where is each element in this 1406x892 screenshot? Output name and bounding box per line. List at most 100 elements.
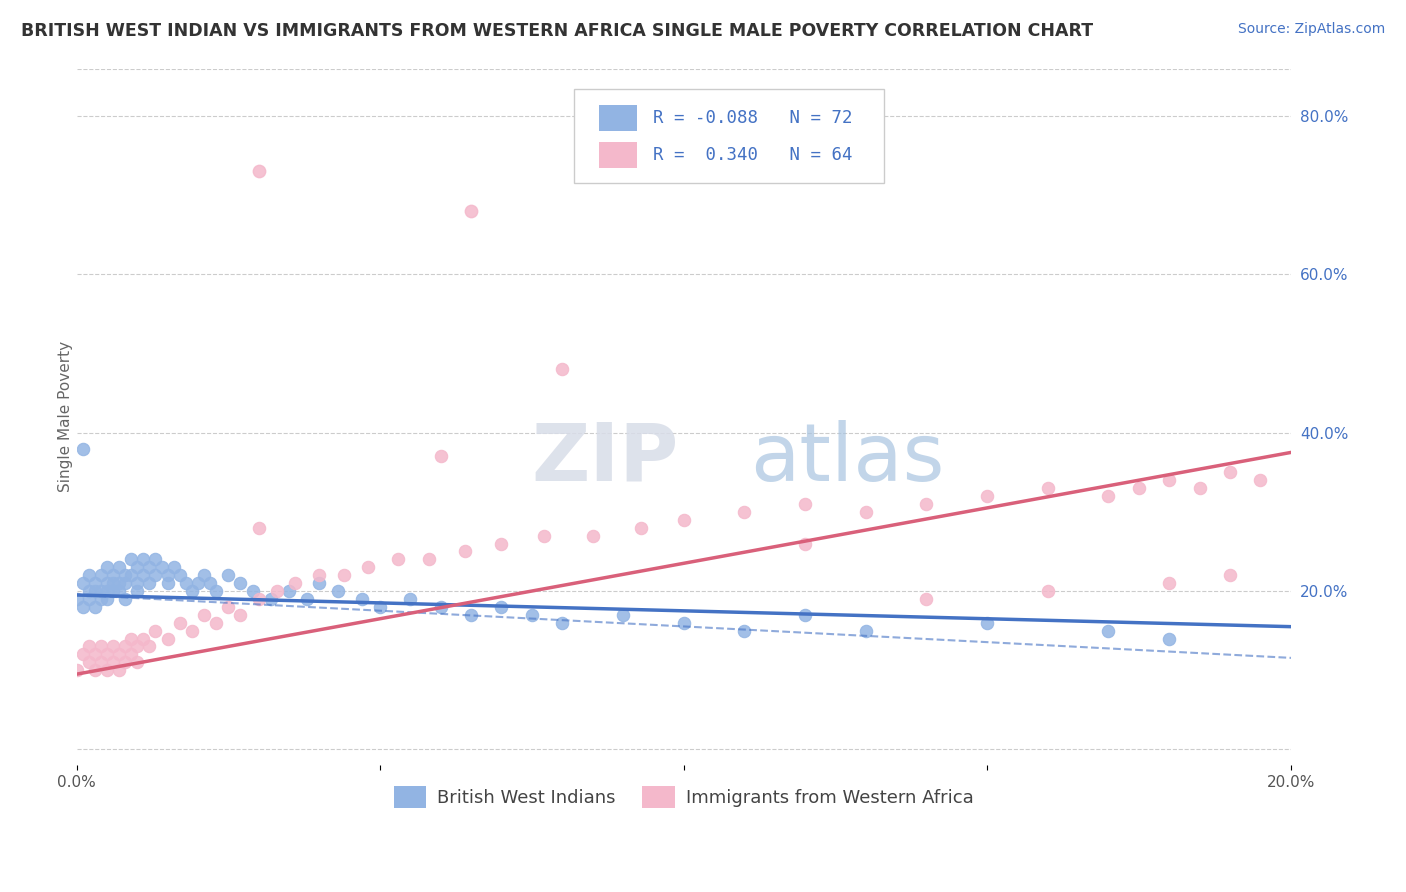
Point (205, 615, 228, 630)
Point (138, 640, 160, 654)
Point (108, 576, 131, 591)
Point (429, 450, 451, 464)
Point (96, 591, 118, 606)
Point (132, 568, 155, 582)
Point (1128, 481, 1150, 495)
Point (96, 584, 118, 599)
Point (169, 568, 191, 582)
Point (1159, 632, 1181, 646)
Y-axis label: Single Male Poverty: Single Male Poverty (58, 342, 73, 492)
Point (976, 615, 998, 630)
Point (1219, 568, 1241, 582)
Point (101, 568, 124, 582)
Point (108, 584, 131, 599)
Point (1159, 576, 1181, 591)
Point (120, 568, 142, 582)
Point (551, 362, 574, 376)
Point (915, 591, 938, 606)
Point (247, 591, 270, 606)
Point (308, 568, 330, 582)
Point (278, 584, 301, 599)
Point (533, 528, 555, 542)
Point (101, 576, 124, 591)
Point (145, 624, 167, 638)
Point (357, 560, 380, 574)
Point (132, 552, 155, 566)
Point (855, 505, 877, 519)
Point (326, 584, 349, 599)
Point (198, 576, 221, 591)
Point (1188, 481, 1211, 495)
Point (114, 640, 136, 654)
Point (96, 663, 118, 677)
Point (193, 568, 215, 582)
Point (520, 607, 543, 622)
Point (72, 576, 94, 591)
Point (350, 591, 373, 606)
Point (114, 568, 136, 582)
Point (83, 584, 105, 599)
Point (454, 544, 477, 558)
Point (72, 599, 94, 614)
Point (77, 591, 100, 606)
Point (247, 164, 270, 178)
Point (101, 584, 124, 599)
Point (114, 591, 136, 606)
Point (127, 655, 149, 669)
Point (77, 584, 100, 599)
Point (65, 663, 87, 677)
Point (1036, 584, 1059, 599)
Text: BRITISH WEST INDIAN VS IMMIGRANTS FROM WESTERN AFRICA SINGLE MALE POVERTY CORREL: BRITISH WEST INDIAN VS IMMIGRANTS FROM W… (21, 22, 1094, 40)
Point (120, 552, 142, 566)
Point (108, 560, 131, 574)
Point (138, 560, 160, 574)
Legend: British West Indians, Immigrants from Western Africa: British West Indians, Immigrants from We… (387, 779, 981, 815)
Point (733, 505, 755, 519)
Point (429, 599, 451, 614)
Point (156, 632, 179, 646)
Point (794, 607, 817, 622)
Point (1159, 473, 1181, 487)
Text: ZIP: ZIP (531, 419, 679, 498)
Point (114, 655, 136, 669)
Point (83, 648, 105, 662)
Point (630, 521, 652, 535)
Point (138, 576, 160, 591)
Point (77, 568, 100, 582)
Point (120, 648, 142, 662)
Point (368, 599, 391, 614)
Point (72, 442, 94, 456)
Point (229, 607, 252, 622)
Point (242, 584, 264, 599)
Point (187, 576, 209, 591)
Point (266, 584, 288, 599)
Point (672, 513, 695, 527)
Point (145, 552, 167, 566)
Point (156, 576, 179, 591)
Point (581, 528, 603, 542)
Point (90, 584, 112, 599)
Point (96, 576, 118, 591)
Point (127, 560, 149, 574)
Point (83, 599, 105, 614)
Point (491, 599, 513, 614)
Point (1249, 473, 1271, 487)
Point (460, 204, 482, 219)
Point (101, 640, 124, 654)
Point (794, 497, 817, 511)
Point (145, 568, 167, 582)
Point (127, 584, 149, 599)
Point (332, 568, 354, 582)
Point (108, 648, 131, 662)
Point (169, 615, 191, 630)
Point (308, 576, 330, 591)
Point (132, 632, 155, 646)
Point (794, 536, 817, 550)
Point (180, 624, 202, 638)
Point (180, 584, 202, 599)
Text: atlas: atlas (751, 419, 945, 498)
Point (114, 576, 136, 591)
Point (90, 640, 112, 654)
Point (229, 576, 252, 591)
FancyBboxPatch shape (599, 104, 637, 131)
